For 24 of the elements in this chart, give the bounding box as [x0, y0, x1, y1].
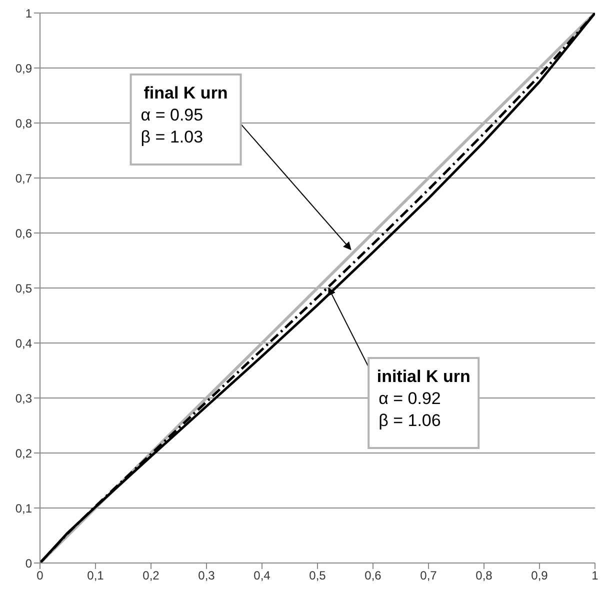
x-tick-label: 0,1	[87, 568, 104, 583]
y-tick-label: 0,5	[15, 281, 32, 296]
y-tick-label: 0,7	[15, 171, 32, 186]
y-tick-label: 0,8	[15, 116, 32, 130]
x-tick-label: 0,9	[531, 568, 548, 583]
y-tick-label: 0,2	[15, 446, 32, 460]
x-tick-label: 0,5	[309, 568, 326, 583]
x-tick-label: 0,8	[476, 568, 493, 583]
x-tick-label: 0,3	[198, 568, 216, 583]
y-tick-label: 1	[25, 6, 32, 20]
annotation: final K urn α = 0.95 β = 1.03	[140, 84, 228, 146]
y-tick-label: 0,4	[15, 336, 32, 350]
x-tick-label: 0,4	[254, 568, 271, 583]
y-tick-label: 0	[25, 556, 32, 570]
x-tick-label: 0,6	[364, 568, 382, 583]
y-tick-label: 0,3	[15, 391, 32, 406]
y-tick-label: 0,1	[15, 501, 32, 516]
y-tick-label: 0,9	[15, 61, 32, 76]
y-tick-label: 0,6	[15, 226, 32, 240]
x-tick-label: 0	[36, 568, 44, 583]
x-tick-label: 1	[592, 568, 599, 583]
annotation: initial K urn α = 0.92 β = 1.06	[376, 367, 470, 430]
x-tick-label: 0,2	[142, 568, 160, 583]
x-tick-label: 0,7	[420, 568, 438, 583]
